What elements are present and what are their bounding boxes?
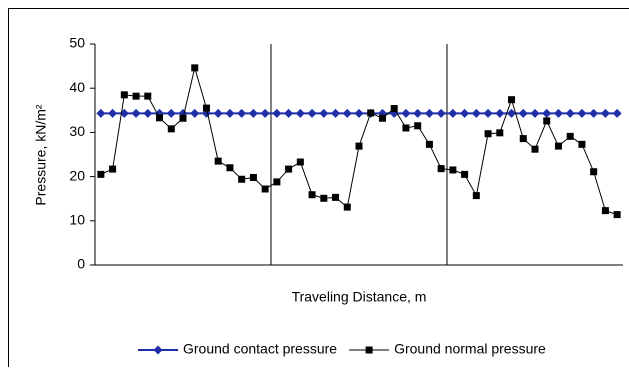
data-point: [285, 166, 292, 173]
data-point: [496, 129, 503, 136]
data-point: [238, 176, 245, 183]
data-point: [426, 141, 433, 148]
data-point: [144, 93, 151, 100]
data-point: [109, 166, 116, 173]
data-point: [356, 143, 363, 150]
y-tick-label: 20: [69, 167, 85, 183]
legend-marker: [366, 347, 373, 354]
data-point: [508, 96, 515, 103]
data-point: [602, 207, 609, 214]
data-point: [191, 64, 198, 71]
data-point: [461, 171, 468, 178]
data-point: [543, 117, 550, 124]
data-point: [180, 115, 187, 122]
data-point: [485, 130, 492, 137]
data-point: [449, 166, 456, 173]
data-point: [532, 146, 539, 153]
data-point: [590, 168, 597, 175]
legend-label: Ground contact pressure: [183, 341, 337, 357]
data-point: [332, 194, 339, 201]
data-point: [156, 114, 163, 121]
data-point: [226, 164, 233, 171]
x-axis-title: Traveling Distance, m: [292, 289, 427, 305]
y-tick-label: 40: [69, 79, 85, 95]
data-point: [344, 204, 351, 211]
data-point: [168, 125, 175, 132]
data-point: [414, 122, 421, 129]
data-point: [578, 141, 585, 148]
data-point: [297, 159, 304, 166]
data-point: [367, 109, 374, 116]
data-point: [391, 105, 398, 112]
data-point: [262, 185, 269, 192]
data-point: [379, 115, 386, 122]
legend-label: Ground normal pressure: [394, 341, 546, 357]
data-point: [215, 158, 222, 165]
y-tick-label: 10: [69, 212, 85, 228]
chart-frame: [9, 9, 629, 368]
data-point: [614, 211, 621, 218]
data-point: [320, 195, 327, 202]
data-point: [520, 135, 527, 142]
data-point: [438, 165, 445, 172]
data-point: [309, 191, 316, 198]
data-point: [97, 171, 104, 178]
data-point: [203, 105, 210, 112]
data-point: [133, 93, 140, 100]
data-point: [121, 91, 128, 98]
y-axis-title: Pressure, kN/m²: [33, 104, 49, 205]
data-point: [555, 143, 562, 150]
y-tick-label: 30: [69, 123, 85, 139]
data-point: [473, 192, 480, 199]
data-point: [250, 174, 257, 181]
y-tick-label: 50: [69, 35, 85, 51]
data-point: [567, 133, 574, 140]
data-point: [273, 178, 280, 185]
data-point: [402, 124, 409, 131]
y-tick-label: 0: [77, 256, 85, 272]
